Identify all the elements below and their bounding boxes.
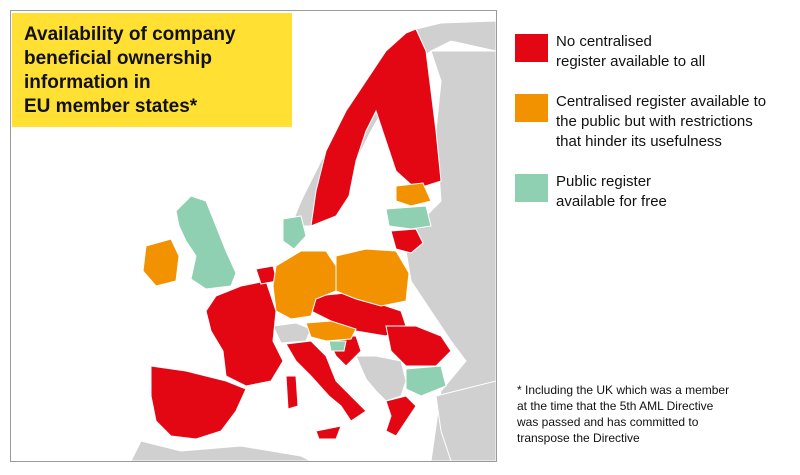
legend-item-public-free: Public register available for free [515,172,795,212]
legend-line: that hinder its usefulness [556,133,722,150]
country-france [205,280,284,387]
country-latvia [385,205,432,230]
country-estonia [395,182,432,207]
non-eu-land-turkey [435,380,496,461]
non-eu-land-balkans [355,355,407,402]
country-iberia [150,365,247,440]
country-sicily [315,425,342,440]
legend-line: Public register [556,173,652,190]
legend-line: available for free [556,193,667,210]
legend-swatch-red [515,34,548,62]
europe-map-svg [130,20,496,461]
country-slovenia [328,340,347,352]
country-sardinia-corsica [285,375,299,410]
country-greece [385,395,417,437]
title-line: Availability of company [24,24,236,45]
legend-item-no-register: No centralised register available to all [515,32,795,72]
legend-line: register available to all [556,53,706,70]
footnote: * Including the UK which was a member at… [517,382,797,446]
non-eu-land-iceland-africa [130,440,312,461]
country-romania [385,325,452,367]
title-line: EU member states* [24,96,198,117]
legend: No centralised register available to all… [515,32,795,232]
legend-line: No centralised [556,33,652,50]
legend-text: Centralised register available to the pu… [556,92,766,152]
country-denmark [282,215,307,250]
country-ireland [142,238,180,287]
country-italy [285,340,367,422]
footnote-line: at the time that the 5th AML Directive [517,399,714,413]
legend-line: Centralised register available to [556,93,767,110]
legend-line: the public but with restrictions [556,113,753,130]
legend-text: No centralised register available to all [556,32,705,72]
map-title-box: Availability of company beneficial owner… [12,13,292,127]
title-line: beneficial ownership [24,48,212,69]
country-bulgaria [405,365,447,397]
title-line: information in [24,72,151,93]
legend-item-restricted: Centralised register available to the pu… [515,92,795,152]
country-united-kingdom [175,195,237,290]
legend-text: Public register available for free [556,172,667,212]
footnote-line: transpose the Directive [517,431,640,445]
legend-swatch-orange [515,94,548,122]
country-austria [305,320,357,342]
legend-swatch-green [515,174,548,202]
footnote-line: * Including the UK which was a member [517,383,730,397]
country-poland [335,248,410,307]
non-eu-land-switzerland [272,322,312,344]
country-sweden-finland [310,28,442,227]
footnote-line: was passed and has committed to [517,415,699,429]
country-germany [272,250,337,320]
